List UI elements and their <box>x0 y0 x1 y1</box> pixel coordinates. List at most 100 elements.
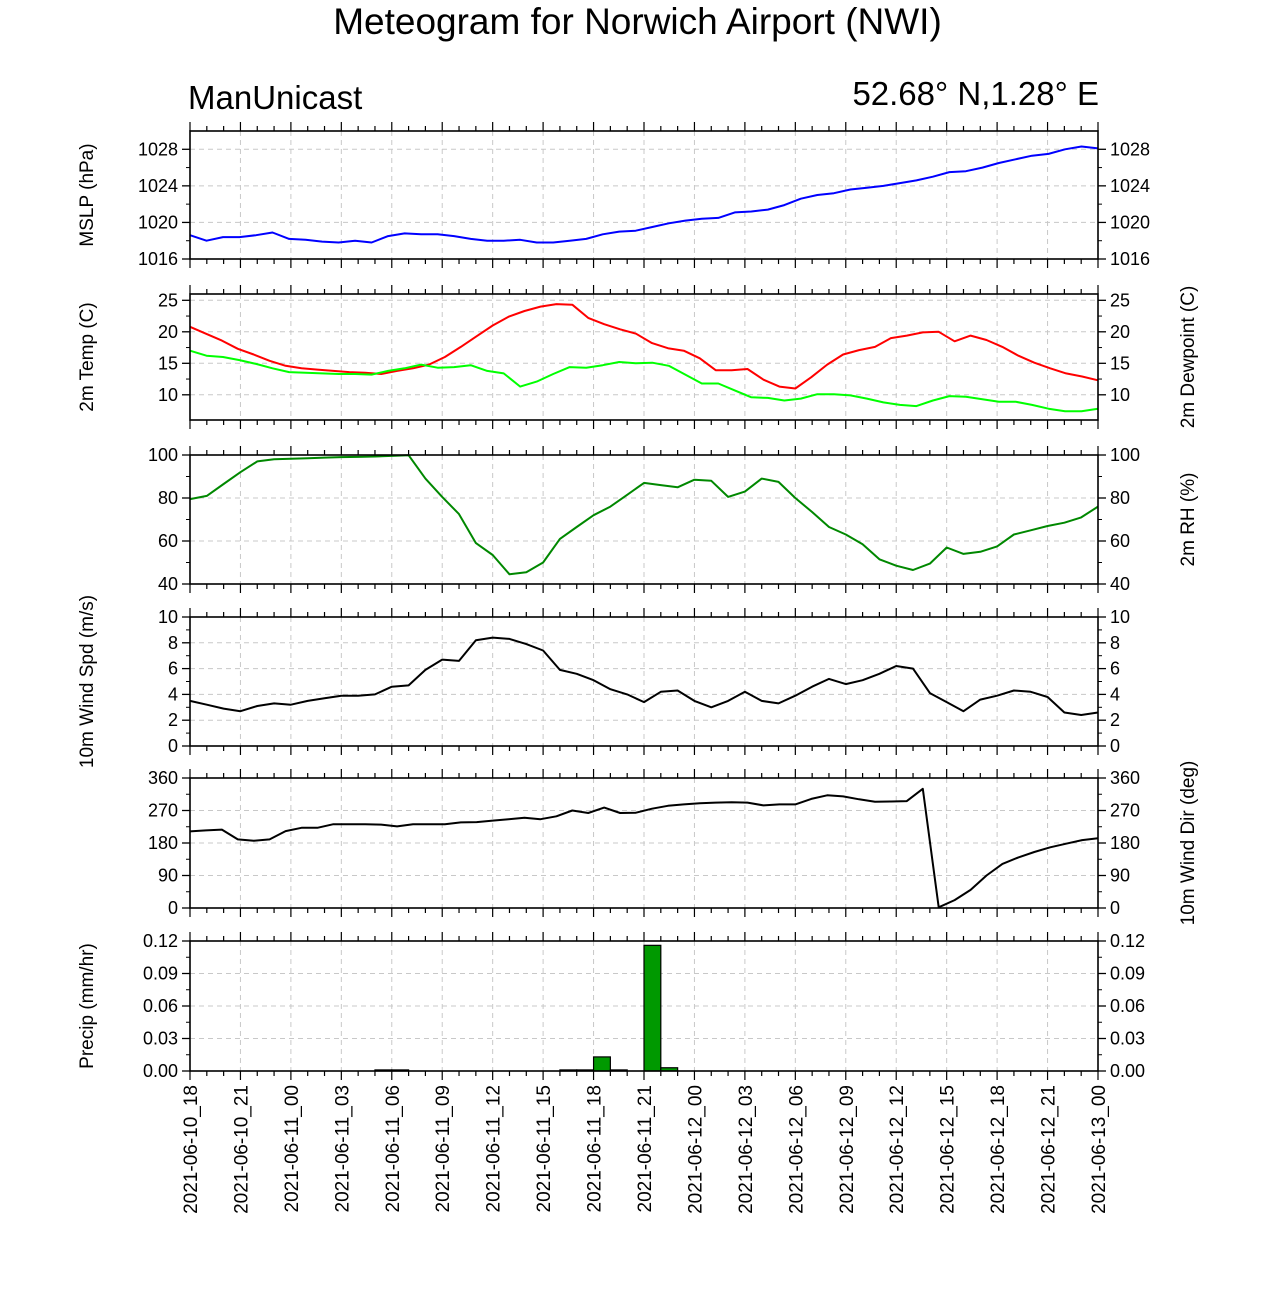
y-tick-label: 2 <box>168 710 178 730</box>
y-tick-label: 0 <box>168 736 178 756</box>
y-tick-label-right: 90 <box>1110 866 1130 886</box>
location-label: 52.68° N,1.28° E <box>852 75 1099 112</box>
y-tick-label-right: 10 <box>1110 607 1130 627</box>
y-tick-label: 25 <box>158 290 178 310</box>
y-tick-label: 180 <box>148 833 178 853</box>
x-tick-label: 2021-06-12_00 <box>685 1085 706 1214</box>
y-tick-label: 10 <box>158 607 178 627</box>
x-tick-label: 2021-06-12_06 <box>786 1085 807 1214</box>
x-tick-label: 2021-06-12_18 <box>988 1085 1009 1214</box>
y-tick-label-right: 4 <box>1110 684 1120 704</box>
y-tick-label-right: 8 <box>1110 633 1120 653</box>
y-tick-label-right: 60 <box>1110 531 1130 551</box>
x-tick-label: 2021-06-10_18 <box>181 1085 202 1214</box>
y-tick-label: 0.00 <box>143 1061 178 1081</box>
y-tick-label-right: 25 <box>1110 290 1130 310</box>
series-line-1-1 <box>189 349 1099 413</box>
panel-4: 0 0 90 90 180 180 270 270 360 360 10m Wind Dir (de… <box>148 761 1199 926</box>
panel-0: 1016 1016 1020 1020 1024 1024 1028 1028 MSLP (hP… <box>77 122 1150 269</box>
y-axis-label-right: 10m Wind Dir (deg) <box>1178 761 1199 926</box>
precip-bar <box>592 1056 611 1072</box>
y-tick-label: 1028 <box>138 139 178 159</box>
y-tick-label-right: 10 <box>1110 385 1130 405</box>
y-tick-label-right: 15 <box>1110 353 1130 373</box>
panel-3: 0 0 2 2 4 4 6 6 8 8 10 10 10m Wind Spd (m/s) <box>77 595 1130 768</box>
y-axis-label: MSLP (hPa) <box>77 143 98 246</box>
y-axis-label: Precip (mm/hr) <box>77 943 98 1069</box>
series-line-4-0 <box>189 787 1099 909</box>
y-tick-label: 270 <box>148 801 178 821</box>
y-tick-label: 90 <box>158 866 178 886</box>
x-tick-label: 2021-06-11_00 <box>282 1085 303 1212</box>
series-line-2-0 <box>189 454 1099 576</box>
y-tick-label-right: 0.09 <box>1110 964 1145 984</box>
x-tick-label: 2021-06-12_21 <box>1039 1085 1060 1214</box>
x-tick-label: 2021-06-11_09 <box>433 1085 454 1212</box>
y-tick-label: 1016 <box>138 249 178 269</box>
y-tick-label: 100 <box>148 445 178 465</box>
y-tick-label: 4 <box>168 684 178 704</box>
panel-2: 40 40 60 60 80 80 100 100 2m RH (%) <box>148 445 1199 594</box>
x-tick-label: 2021-06-11_21 <box>635 1085 656 1212</box>
panel-frame <box>189 940 1099 1072</box>
panel-frame <box>189 454 1099 585</box>
x-tick-label: 2021-06-12_15 <box>938 1085 959 1214</box>
x-tick-label: 2021-06-13_00 <box>1089 1085 1110 1214</box>
y-tick-label-right: 80 <box>1110 488 1130 508</box>
y-tick-label: 0.06 <box>143 996 178 1016</box>
y-tick-label-right: 1028 <box>1110 139 1150 159</box>
y-tick-label: 360 <box>148 768 178 788</box>
y-axis-label: 2m Temp (C) <box>77 302 98 411</box>
x-tick-label: 2021-06-11_18 <box>585 1085 606 1212</box>
panel-5: 0.00 0.00 0.03 0.03 0.06 0.06 0.09 0.09 0.12 0.12… <box>77 931 1145 1081</box>
y-tick-label-right: 0 <box>1110 898 1120 918</box>
series-line-0-0 <box>189 145 1099 244</box>
y-axis-label: 10m Wind Spd (m/s) <box>77 595 98 768</box>
x-tick-label: 2021-06-11_03 <box>332 1085 353 1212</box>
y-tick-label-right: 6 <box>1110 659 1120 679</box>
y-tick-label: 40 <box>158 574 178 594</box>
y-tick-label-right: 0.00 <box>1110 1061 1145 1081</box>
y-axis-label-right: 2m Dewpoint (C) <box>1178 286 1199 429</box>
y-tick-label-right: 0.06 <box>1110 996 1145 1016</box>
series-line-3-0 <box>189 636 1099 716</box>
y-tick-label: 10 <box>158 385 178 405</box>
y-tick-label-right: 0 <box>1110 736 1120 756</box>
model-label: ManUnicast <box>188 79 363 116</box>
y-tick-label: 0.12 <box>143 931 178 951</box>
y-tick-label-right: 1020 <box>1110 212 1150 232</box>
y-tick-label: 80 <box>158 488 178 508</box>
y-tick-label-right: 1024 <box>1110 176 1150 196</box>
y-tick-label: 0 <box>168 898 178 918</box>
y-tick-label-right: 270 <box>1110 801 1140 821</box>
y-tick-label-right: 360 <box>1110 768 1140 788</box>
y-tick-label: 15 <box>158 353 178 373</box>
panel-frame <box>189 293 1099 421</box>
x-tick-label: 2021-06-11_06 <box>383 1085 404 1212</box>
y-tick-label-right: 180 <box>1110 833 1140 853</box>
panel-frame <box>189 616 1099 747</box>
x-tick-label: 2021-06-10_21 <box>231 1085 252 1214</box>
y-tick-label: 6 <box>168 659 178 679</box>
panel-frame <box>189 777 1099 909</box>
y-tick-label: 60 <box>158 531 178 551</box>
x-tick-label: 2021-06-12_09 <box>837 1085 858 1214</box>
chart-title: Meteogram for Norwich Airport (NWI) <box>333 1 942 42</box>
y-tick-label-right: 2 <box>1110 710 1120 730</box>
precip-bar <box>643 944 662 1072</box>
x-tick-label: 2021-06-12_03 <box>736 1085 757 1214</box>
x-tick-label: 2021-06-11_15 <box>534 1085 555 1212</box>
y-tick-label-right: 20 <box>1110 322 1130 342</box>
y-tick-label-right: 0.12 <box>1110 931 1145 951</box>
y-tick-label: 1024 <box>138 176 178 196</box>
panel-frame <box>189 130 1099 260</box>
x-tick-label: 2021-06-12_12 <box>887 1085 908 1214</box>
y-tick-label-right: 0.03 <box>1110 1029 1145 1049</box>
y-tick-label: 0.03 <box>143 1029 178 1049</box>
y-tick-label: 8 <box>168 633 178 653</box>
y-tick-label: 1020 <box>138 212 178 232</box>
y-axis-label-right: 2m RH (%) <box>1178 473 1199 567</box>
series-line-1-0 <box>189 303 1099 390</box>
x-tick-label: 2021-06-11_12 <box>484 1085 505 1212</box>
